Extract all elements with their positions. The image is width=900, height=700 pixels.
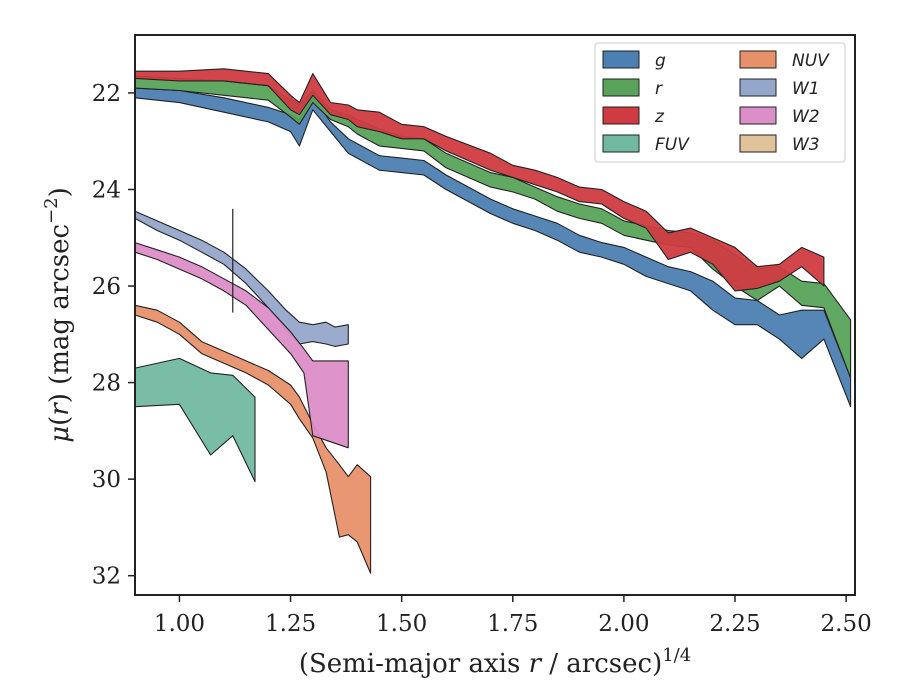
series-band-w2 — [134, 242, 349, 449]
x-axis-label: (Semi-major axis r / arcsec)1/4 — [299, 645, 691, 679]
legend-label-r: r — [655, 79, 663, 99]
series-band-w1 — [134, 210, 349, 347]
legend-label-nuv: NUV — [792, 51, 830, 71]
x-axis: 1.00 1.25 1.50 1.75 2.00 2.25 2.50 — [154, 595, 872, 637]
y-axis: 22 24 26 28 30 32 — [92, 81, 135, 590]
series-band-fuv — [134, 357, 256, 483]
legend-swatch-g — [602, 50, 640, 69]
y-tick-label: 26 — [92, 274, 121, 300]
legend-swatch-w3 — [739, 134, 777, 153]
x-tick-label: 1.25 — [265, 611, 316, 637]
legend-label-fuv: FUV — [655, 135, 690, 155]
series-band-nuv — [134, 304, 372, 574]
legend-swatch-fuv — [602, 134, 640, 153]
x-tick-label: 2.50 — [821, 611, 872, 637]
legend-label-z: z — [654, 107, 665, 127]
y-tick-label: 30 — [92, 467, 121, 493]
legend-swatch-w2 — [739, 106, 777, 125]
y-tick-label: 22 — [92, 81, 121, 107]
legend-label-w2: W2 — [792, 107, 820, 127]
legend-swatch-z — [602, 106, 640, 125]
series-bands — [134, 68, 852, 574]
legend-frame — [594, 42, 846, 163]
x-tick-label: 1.75 — [487, 611, 538, 637]
series-band-g — [134, 87, 852, 408]
series-band-z — [134, 68, 825, 292]
y-tick-label: 28 — [92, 371, 121, 397]
legend-label-w1: W1 — [792, 79, 820, 99]
x-tick-label: 2.00 — [598, 611, 649, 637]
y-axis-label: μ(r) (mag arcsec−2) — [41, 187, 75, 443]
legend-swatch-w1 — [739, 78, 777, 97]
legend-label-g: g — [655, 51, 666, 71]
legend-swatch-nuv — [739, 50, 777, 69]
y-tick-label: 24 — [92, 177, 121, 203]
legend-items: grz FUV NUV W1 W2 W3 — [602, 50, 830, 155]
legend-swatch-r — [602, 78, 640, 97]
y-tick-label: 32 — [92, 564, 121, 590]
legend: grz FUV NUV W1 W2 W3 — [594, 42, 846, 163]
x-tick-label: 2.25 — [709, 611, 760, 637]
x-tick-label: 1.00 — [154, 611, 205, 637]
plot-frame — [134, 34, 856, 596]
x-tick-label: 1.50 — [376, 611, 427, 637]
legend-label-w3: W3 — [792, 135, 820, 155]
